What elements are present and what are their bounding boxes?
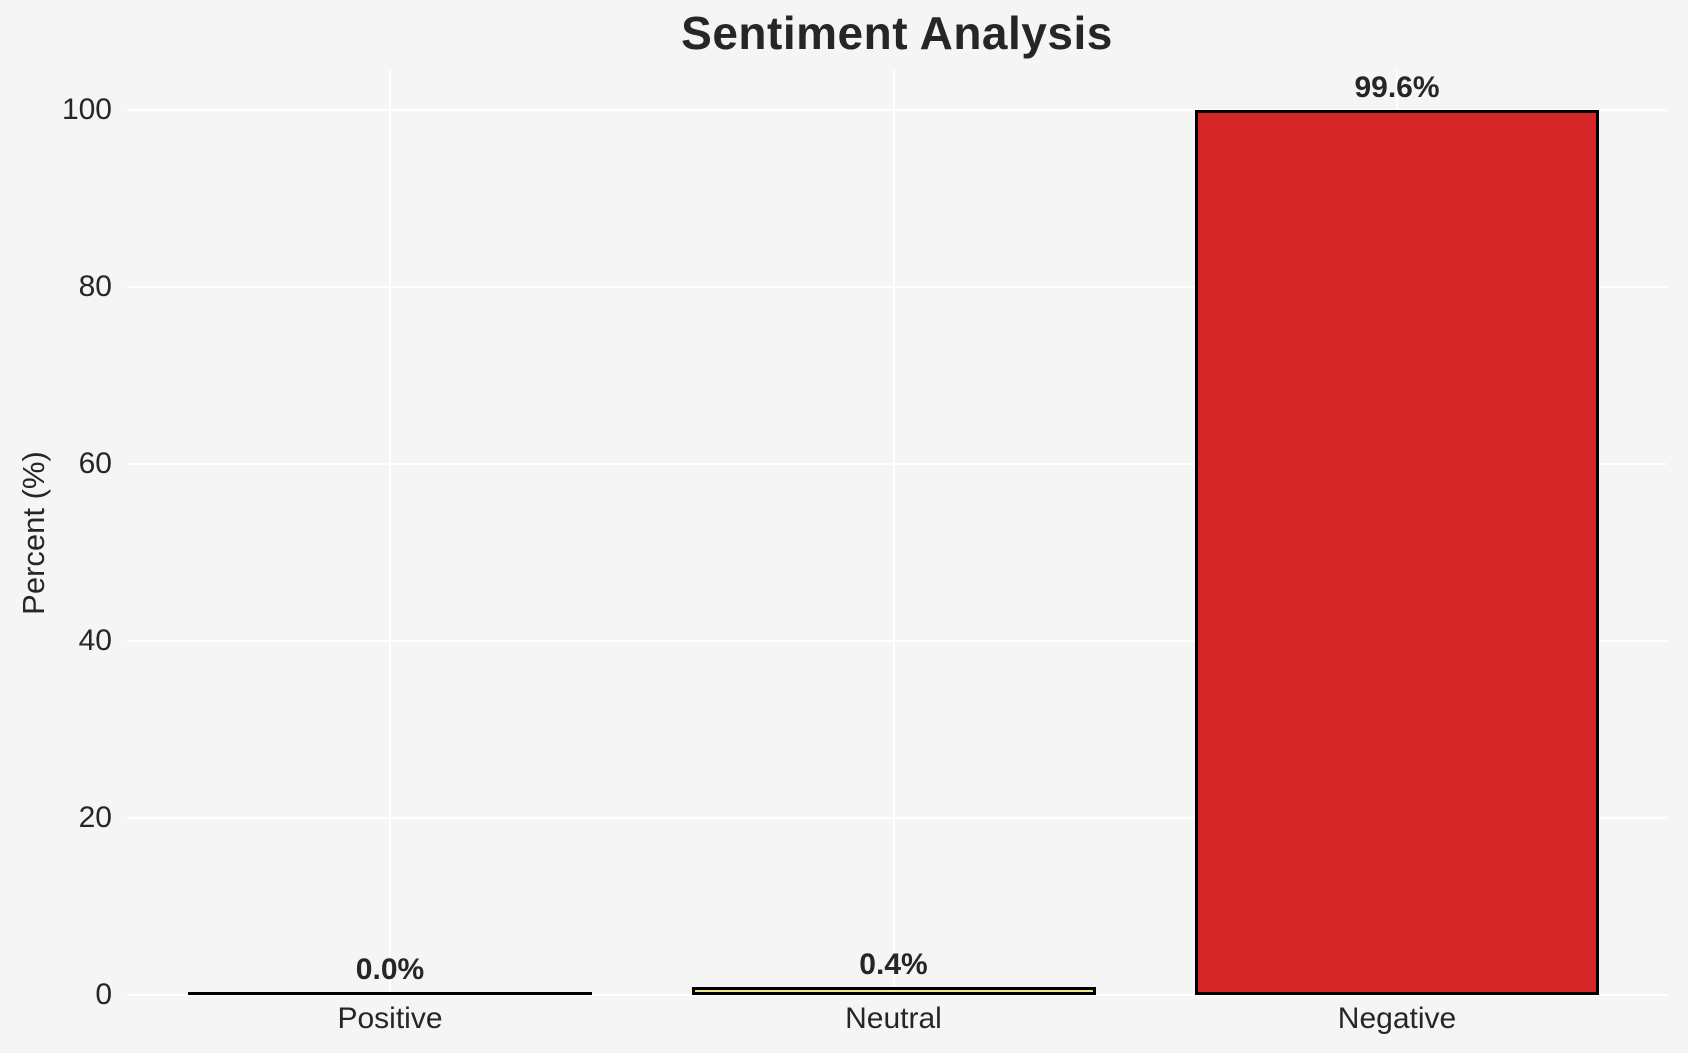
x-tick-label: Negative [1337,1002,1457,1035]
bar-neutral [691,987,1096,995]
gridline-horizontal [127,816,1667,819]
bar-value-label: 0.4% [859,948,928,981]
gridline-vertical [389,70,391,995]
y-tick-label: 60 [78,446,112,480]
x-tick-label: Positive [337,1002,443,1035]
y-tick-label: 40 [78,623,112,657]
y-tick-label: 100 [61,92,112,126]
bar-value-label: 99.6% [1354,71,1440,104]
x-tick-label: Neutral [845,1002,942,1035]
bar-positive [188,992,592,995]
y-tick-label: 20 [78,800,112,834]
y-tick-label: 80 [78,269,112,303]
gridline-vertical [892,70,895,995]
y-tick-label: 0 [95,978,112,1011]
chart-title: Sentiment Analysis [681,7,1113,59]
plot-area: 0.0% 0.4% 99.6% [127,70,1667,996]
bar-value-label: 0.0% [355,953,425,986]
gridline-horizontal [127,108,1667,111]
gridline-horizontal [127,285,1667,288]
gridline-horizontal [127,639,1667,642]
bar-negative [1195,110,1599,995]
gridline-horizontal [127,462,1667,465]
gridline-horizontal [127,994,1667,996]
